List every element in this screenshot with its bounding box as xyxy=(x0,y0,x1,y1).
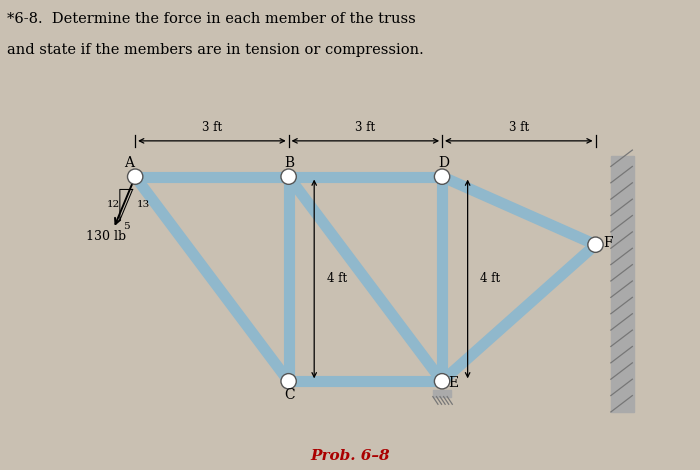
Text: and state if the members are in tension or compression.: and state if the members are in tension … xyxy=(7,43,424,57)
Text: 130 lb: 130 lb xyxy=(86,230,126,243)
Text: *6-8.  Determine the force in each member of the truss: *6-8. Determine the force in each member… xyxy=(7,12,416,26)
Text: E: E xyxy=(448,376,458,391)
Text: 4 ft: 4 ft xyxy=(480,273,500,285)
Text: 12: 12 xyxy=(107,200,120,209)
Text: Prob. 6–8: Prob. 6–8 xyxy=(310,449,390,463)
Text: 3 ft: 3 ft xyxy=(202,121,222,134)
Bar xyxy=(611,156,634,412)
Text: 3 ft: 3 ft xyxy=(509,121,528,134)
Circle shape xyxy=(435,374,449,389)
Text: F: F xyxy=(603,236,612,250)
Text: 4 ft: 4 ft xyxy=(327,273,347,285)
Circle shape xyxy=(127,169,143,184)
Circle shape xyxy=(281,374,296,389)
Text: A: A xyxy=(124,157,134,171)
Text: D: D xyxy=(438,157,449,171)
Text: 3 ft: 3 ft xyxy=(356,121,375,134)
Circle shape xyxy=(588,237,603,252)
Circle shape xyxy=(281,169,296,184)
Text: B: B xyxy=(284,157,295,171)
Text: 13: 13 xyxy=(136,200,150,209)
Text: C: C xyxy=(284,388,295,402)
Text: 5: 5 xyxy=(123,222,130,231)
Circle shape xyxy=(435,169,449,184)
